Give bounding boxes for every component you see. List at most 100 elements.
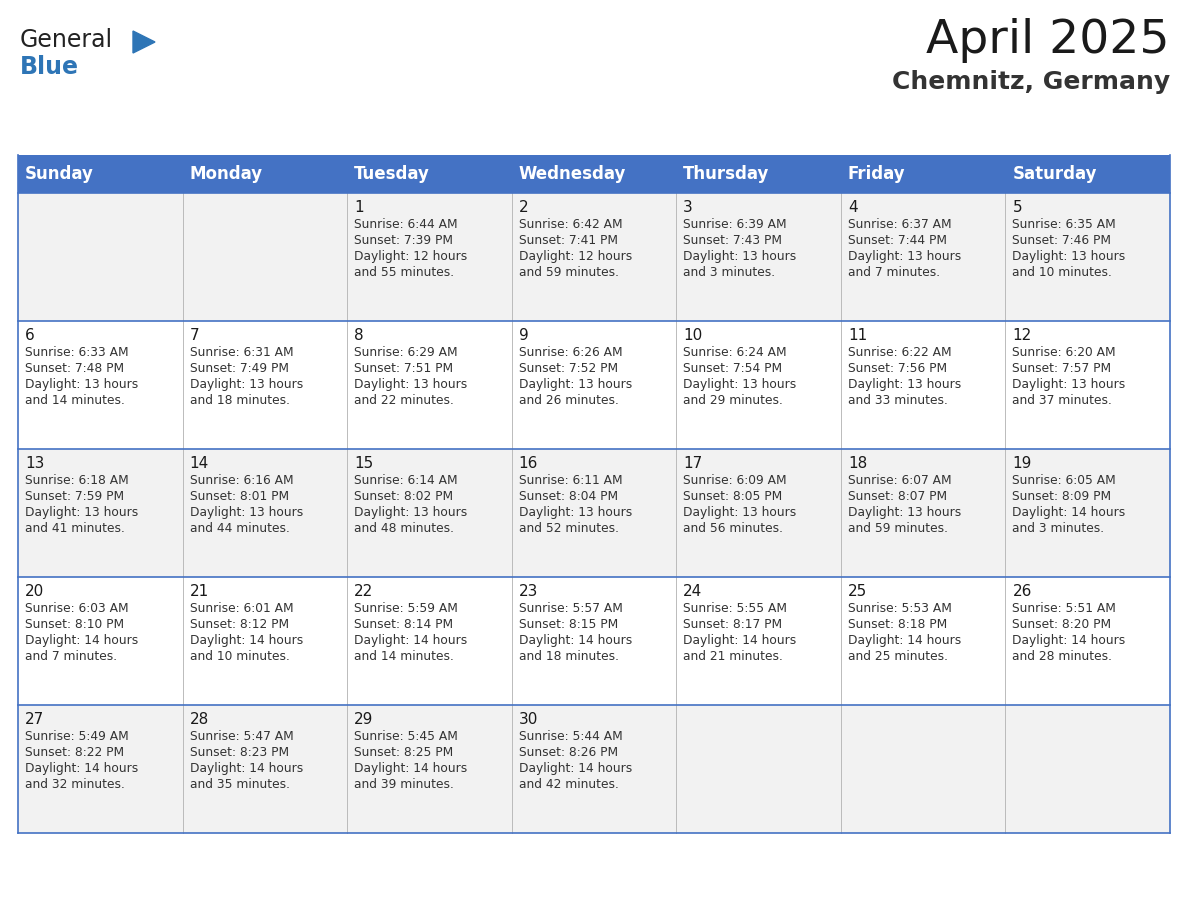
Text: Blue: Blue (20, 55, 78, 79)
Text: Sunrise: 6:26 AM: Sunrise: 6:26 AM (519, 346, 623, 359)
Text: and 59 minutes.: and 59 minutes. (519, 266, 619, 279)
Text: Daylight: 14 hours: Daylight: 14 hours (190, 762, 303, 775)
Text: Daylight: 14 hours: Daylight: 14 hours (354, 634, 467, 647)
Text: Sunrise: 6:20 AM: Sunrise: 6:20 AM (1012, 346, 1116, 359)
Text: Sunset: 7:43 PM: Sunset: 7:43 PM (683, 234, 782, 247)
Text: 7: 7 (190, 328, 200, 343)
Text: 22: 22 (354, 584, 373, 599)
Bar (18, 449, 1170, 577)
Text: Sunset: 8:05 PM: Sunset: 8:05 PM (683, 490, 783, 503)
Text: Sunset: 8:22 PM: Sunset: 8:22 PM (25, 746, 124, 759)
Text: Sunrise: 6:24 AM: Sunrise: 6:24 AM (683, 346, 786, 359)
Text: Wednesday: Wednesday (519, 165, 626, 183)
Text: and 14 minutes.: and 14 minutes. (25, 394, 125, 407)
Text: and 7 minutes.: and 7 minutes. (25, 650, 118, 663)
Text: and 44 minutes.: and 44 minutes. (190, 522, 290, 535)
Text: 11: 11 (848, 328, 867, 343)
Text: Daylight: 14 hours: Daylight: 14 hours (25, 634, 138, 647)
Text: 19: 19 (1012, 456, 1032, 471)
Bar (18, 705, 1170, 833)
Text: and 21 minutes.: and 21 minutes. (683, 650, 783, 663)
Text: Sunset: 8:17 PM: Sunset: 8:17 PM (683, 618, 783, 631)
Text: and 26 minutes.: and 26 minutes. (519, 394, 619, 407)
Text: Sunset: 7:57 PM: Sunset: 7:57 PM (1012, 362, 1112, 375)
Bar (18, 155, 1170, 193)
Text: Sunset: 8:25 PM: Sunset: 8:25 PM (354, 746, 454, 759)
Text: Sunset: 7:41 PM: Sunset: 7:41 PM (519, 234, 618, 247)
Text: 27: 27 (25, 712, 44, 727)
Text: and 18 minutes.: and 18 minutes. (190, 394, 290, 407)
Text: Sunset: 7:48 PM: Sunset: 7:48 PM (25, 362, 124, 375)
Text: Sunset: 8:04 PM: Sunset: 8:04 PM (519, 490, 618, 503)
Text: 4: 4 (848, 200, 858, 215)
Text: Monday: Monday (190, 165, 263, 183)
Text: 15: 15 (354, 456, 373, 471)
Text: and 35 minutes.: and 35 minutes. (190, 778, 290, 791)
Text: 20: 20 (25, 584, 44, 599)
Text: 26: 26 (1012, 584, 1032, 599)
Text: Sunrise: 6:05 AM: Sunrise: 6:05 AM (1012, 474, 1117, 487)
Text: and 52 minutes.: and 52 minutes. (519, 522, 619, 535)
Text: and 42 minutes.: and 42 minutes. (519, 778, 619, 791)
Text: Sunset: 8:07 PM: Sunset: 8:07 PM (848, 490, 947, 503)
Text: Sunrise: 6:16 AM: Sunrise: 6:16 AM (190, 474, 293, 487)
Text: 18: 18 (848, 456, 867, 471)
Text: and 32 minutes.: and 32 minutes. (25, 778, 125, 791)
Text: Sunday: Sunday (25, 165, 94, 183)
Text: 25: 25 (848, 584, 867, 599)
Text: Daylight: 13 hours: Daylight: 13 hours (25, 378, 138, 391)
Text: Friday: Friday (848, 165, 905, 183)
Text: 9: 9 (519, 328, 529, 343)
Text: Daylight: 14 hours: Daylight: 14 hours (519, 762, 632, 775)
Text: Sunset: 8:01 PM: Sunset: 8:01 PM (190, 490, 289, 503)
Text: Sunrise: 6:35 AM: Sunrise: 6:35 AM (1012, 218, 1117, 231)
Text: Sunrise: 6:18 AM: Sunrise: 6:18 AM (25, 474, 128, 487)
Text: Sunrise: 6:29 AM: Sunrise: 6:29 AM (354, 346, 457, 359)
Text: and 56 minutes.: and 56 minutes. (683, 522, 783, 535)
Text: Daylight: 14 hours: Daylight: 14 hours (1012, 506, 1126, 519)
Text: Sunset: 8:12 PM: Sunset: 8:12 PM (190, 618, 289, 631)
Text: Sunrise: 6:22 AM: Sunrise: 6:22 AM (848, 346, 952, 359)
Text: Daylight: 13 hours: Daylight: 13 hours (1012, 250, 1126, 263)
Text: Daylight: 13 hours: Daylight: 13 hours (519, 506, 632, 519)
Text: 2: 2 (519, 200, 529, 215)
Text: Sunrise: 6:11 AM: Sunrise: 6:11 AM (519, 474, 623, 487)
Text: Daylight: 13 hours: Daylight: 13 hours (519, 378, 632, 391)
Text: and 41 minutes.: and 41 minutes. (25, 522, 125, 535)
Text: and 59 minutes.: and 59 minutes. (848, 522, 948, 535)
Text: Sunset: 8:26 PM: Sunset: 8:26 PM (519, 746, 618, 759)
Text: and 7 minutes.: and 7 minutes. (848, 266, 940, 279)
Text: Daylight: 14 hours: Daylight: 14 hours (25, 762, 138, 775)
Text: Sunset: 7:56 PM: Sunset: 7:56 PM (848, 362, 947, 375)
Text: 29: 29 (354, 712, 373, 727)
Text: Sunrise: 6:33 AM: Sunrise: 6:33 AM (25, 346, 128, 359)
Text: Sunrise: 6:37 AM: Sunrise: 6:37 AM (848, 218, 952, 231)
Text: and 10 minutes.: and 10 minutes. (1012, 266, 1112, 279)
Text: Sunset: 7:59 PM: Sunset: 7:59 PM (25, 490, 124, 503)
Text: Daylight: 13 hours: Daylight: 13 hours (25, 506, 138, 519)
Text: Sunrise: 6:42 AM: Sunrise: 6:42 AM (519, 218, 623, 231)
Text: Sunset: 8:14 PM: Sunset: 8:14 PM (354, 618, 454, 631)
Text: Daylight: 13 hours: Daylight: 13 hours (683, 506, 796, 519)
Text: Sunrise: 6:31 AM: Sunrise: 6:31 AM (190, 346, 293, 359)
Text: Sunset: 8:02 PM: Sunset: 8:02 PM (354, 490, 454, 503)
Text: and 55 minutes.: and 55 minutes. (354, 266, 454, 279)
Text: Sunset: 7:51 PM: Sunset: 7:51 PM (354, 362, 454, 375)
Polygon shape (133, 31, 154, 53)
Text: Sunset: 7:46 PM: Sunset: 7:46 PM (1012, 234, 1112, 247)
Text: Sunset: 8:15 PM: Sunset: 8:15 PM (519, 618, 618, 631)
Text: 12: 12 (1012, 328, 1031, 343)
Text: Sunrise: 5:45 AM: Sunrise: 5:45 AM (354, 730, 459, 743)
Text: Sunrise: 6:07 AM: Sunrise: 6:07 AM (848, 474, 952, 487)
Text: Sunrise: 5:53 AM: Sunrise: 5:53 AM (848, 602, 952, 615)
Text: Daylight: 13 hours: Daylight: 13 hours (683, 250, 796, 263)
Text: 30: 30 (519, 712, 538, 727)
Text: and 3 minutes.: and 3 minutes. (683, 266, 776, 279)
Text: Daylight: 14 hours: Daylight: 14 hours (683, 634, 796, 647)
Text: Sunset: 8:20 PM: Sunset: 8:20 PM (1012, 618, 1112, 631)
Text: Daylight: 13 hours: Daylight: 13 hours (1012, 378, 1126, 391)
Text: Sunrise: 6:44 AM: Sunrise: 6:44 AM (354, 218, 457, 231)
Text: 16: 16 (519, 456, 538, 471)
Text: 1: 1 (354, 200, 364, 215)
Text: Sunrise: 5:47 AM: Sunrise: 5:47 AM (190, 730, 293, 743)
